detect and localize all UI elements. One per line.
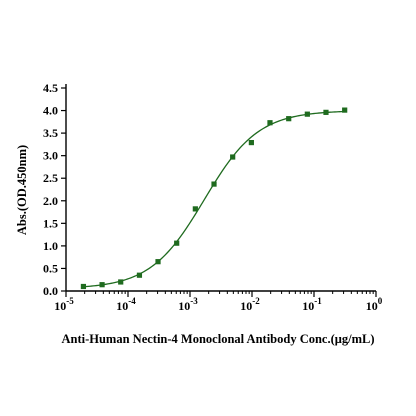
data-point — [230, 154, 236, 160]
x-tick-label: 10-3 — [178, 296, 198, 313]
data-point — [248, 139, 254, 146]
x-tick-exponent: -4 — [128, 296, 136, 306]
y-tick-label: 0.0 — [43, 284, 58, 298]
data-point — [342, 107, 348, 113]
x-tick-label: 10-4 — [116, 296, 136, 313]
data-point — [211, 181, 217, 187]
x-tick-base: 10 — [116, 299, 128, 313]
y-tick-label: 3.5 — [43, 126, 58, 140]
data-point — [304, 111, 310, 117]
x-tick-exponent: -3 — [190, 296, 198, 306]
x-tick-exponent: -1 — [314, 296, 322, 306]
y-tick-label: 4.0 — [43, 104, 58, 118]
data-point — [99, 282, 105, 288]
data-point — [323, 109, 329, 115]
data-point — [118, 279, 124, 285]
x-tick-label: 100 — [366, 296, 383, 313]
data-point — [80, 283, 87, 290]
y-tick-label: 3.0 — [43, 149, 58, 163]
x-tick-base: 10 — [302, 299, 314, 313]
x-axis: 10-5 10-4 10-3 10-2 10-1 100 — [54, 290, 383, 313]
x-tick-label: 10-5 — [54, 296, 74, 313]
data-point — [286, 116, 292, 122]
x-tick-exponent: 0 — [378, 296, 383, 306]
data-point — [174, 240, 180, 246]
x-tick-base: 10 — [366, 299, 378, 313]
x-tick-exponent: -5 — [66, 296, 74, 306]
data-point — [267, 120, 273, 126]
data-point — [155, 259, 161, 265]
y-axis-title: Abs.(OD.450nm) — [15, 145, 29, 235]
data-point — [136, 272, 143, 278]
x-tick-base: 10 — [54, 299, 66, 313]
y-tick-label: 1.5 — [43, 216, 58, 230]
y-tick-label: 0.5 — [43, 261, 58, 275]
y-tick-label: 4.5 — [43, 81, 58, 95]
y-tick-label: 2.5 — [43, 171, 58, 185]
y-tick-label: 1.0 — [43, 239, 58, 253]
y-axis: 0.0 0.5 1.0 1.5 2.0 2.5 3.0 3.5 4.0 4.5 — [43, 81, 67, 298]
plot-area — [80, 107, 348, 290]
x-tick-label: 10-1 — [302, 296, 322, 313]
data-point — [192, 206, 198, 212]
x-tick-base: 10 — [240, 299, 252, 313]
x-tick-label: 10-2 — [240, 296, 260, 313]
x-axis-title: Anti-Human Nectin-4 Monoclonal Antibody … — [61, 332, 374, 346]
fit-curve — [83, 110, 345, 288]
y-tick-label: 2.0 — [43, 194, 58, 208]
x-tick-base: 10 — [178, 299, 190, 313]
x-tick-exponent: -2 — [252, 296, 260, 306]
